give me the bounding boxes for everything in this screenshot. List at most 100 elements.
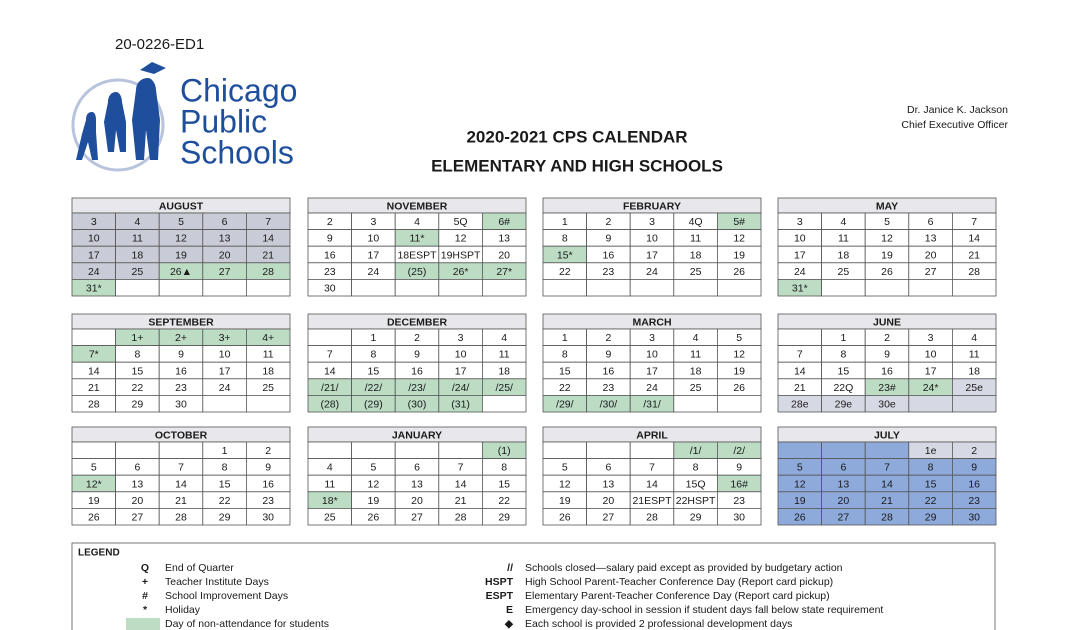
day-label: 15 — [219, 478, 231, 490]
legend-text: End of Quarter — [165, 562, 234, 574]
day-label: 12 — [175, 233, 187, 245]
day-label: 19 — [733, 365, 745, 377]
day-label: 25e — [965, 382, 983, 394]
day-label: 24 — [88, 266, 100, 278]
day-label: 11* — [410, 233, 425, 245]
day-cell — [673, 394, 718, 413]
day-label: 1 — [562, 216, 568, 228]
day-label: 25 — [690, 382, 702, 394]
day-label: 6 — [222, 216, 228, 228]
month-name: SEPTEMBER — [148, 316, 214, 328]
day-label: 1+ — [131, 332, 143, 344]
day-label: 3+ — [219, 332, 231, 344]
day-label: 28 — [646, 511, 658, 523]
day-label: 15 — [838, 365, 850, 377]
day-label: 4 — [501, 332, 507, 344]
day-cell — [952, 394, 997, 413]
day-label: 18 — [690, 249, 702, 261]
day-label: 7 — [797, 349, 803, 361]
day-label: 27 — [132, 511, 144, 523]
day-cell — [158, 441, 204, 460]
day-label: 5 — [797, 462, 803, 474]
month-name: MAY — [876, 200, 898, 212]
day-label: 9 — [178, 349, 184, 361]
day-label: 3 — [91, 216, 97, 228]
day-label: 4+ — [262, 332, 274, 344]
month-name: OCTOBER — [155, 429, 208, 441]
day-label: 3 — [928, 332, 934, 344]
legend-symbol: * — [143, 604, 148, 616]
day-label: 28 — [455, 511, 467, 523]
legend-symbol: E — [506, 604, 513, 616]
day-label: 1 — [370, 332, 376, 344]
day-cell — [351, 278, 396, 297]
doc-id: 20-0226-ED1 — [115, 36, 204, 53]
day-label: /24/ — [452, 382, 470, 394]
day-label: 4 — [327, 462, 333, 474]
day-cell — [245, 507, 291, 526]
day-cell — [481, 278, 527, 297]
day-label: 19 — [794, 495, 806, 507]
day-label: 13 — [498, 233, 510, 245]
day-label: 11 — [690, 349, 701, 361]
month-name: MARCH — [632, 316, 671, 328]
legend-text: School Improvement Days — [165, 590, 288, 602]
day-label: 31* — [86, 282, 102, 294]
day-label: 8 — [222, 462, 228, 474]
day-label: 14 — [324, 365, 336, 377]
day-label: 28e — [791, 398, 809, 410]
day-label: 6# — [498, 216, 510, 228]
day-label: 9 — [265, 462, 271, 474]
day-label: 10 — [646, 349, 658, 361]
day-label: 23 — [968, 495, 980, 507]
day-label: 11 — [969, 349, 980, 361]
day-cell — [71, 441, 116, 460]
day-label: 29 — [498, 511, 510, 523]
month-name: APRIL — [636, 429, 668, 441]
day-label: 21 — [968, 249, 980, 261]
day-label: 18 — [262, 365, 274, 377]
day-label: 15Q — [686, 478, 706, 490]
day-cell — [394, 278, 440, 297]
day-label: 27 — [603, 511, 615, 523]
day-label: 26▲ — [170, 266, 192, 278]
day-label: 2 — [605, 216, 611, 228]
day-label: 29 — [132, 398, 144, 410]
day-label: 16# — [730, 478, 748, 490]
legend-symbol: + — [142, 576, 148, 588]
day-label: 9 — [605, 233, 611, 245]
day-cell — [717, 278, 762, 297]
day-label: 17 — [646, 249, 658, 261]
day-label: /29/ — [556, 398, 574, 410]
legend-swatch — [126, 618, 160, 630]
day-label: /1/ — [690, 445, 702, 457]
day-label: 9 — [605, 349, 611, 361]
day-cell — [952, 278, 997, 297]
day-label: 2 — [327, 216, 333, 228]
day-label: 18 — [690, 365, 702, 377]
day-cell — [908, 278, 953, 297]
day-label: 18* — [322, 495, 338, 507]
day-label: 18 — [498, 365, 510, 377]
day-label: 23 — [733, 495, 745, 507]
day-label: 2 — [971, 445, 977, 457]
day-label: 8 — [840, 349, 846, 361]
legend-text: Schools closed—salary paid except as pro… — [525, 562, 843, 574]
day-label: 6 — [605, 462, 611, 474]
day-cell — [158, 278, 204, 297]
day-label: 23# — [878, 382, 896, 394]
day-label: 22 — [925, 495, 937, 507]
day-label: 29 — [219, 511, 231, 523]
day-label: 9 — [884, 349, 890, 361]
day-label: 7 — [265, 216, 271, 228]
day-cell — [202, 278, 247, 297]
legend-title: LEGEND — [78, 548, 120, 559]
day-label: 12 — [559, 478, 571, 490]
day-label: 29 — [690, 511, 702, 523]
day-cell — [952, 507, 997, 526]
day-label: 1 — [840, 332, 846, 344]
day-label: 16 — [603, 249, 615, 261]
day-label: 5 — [736, 332, 742, 344]
day-label: 12 — [794, 478, 806, 490]
